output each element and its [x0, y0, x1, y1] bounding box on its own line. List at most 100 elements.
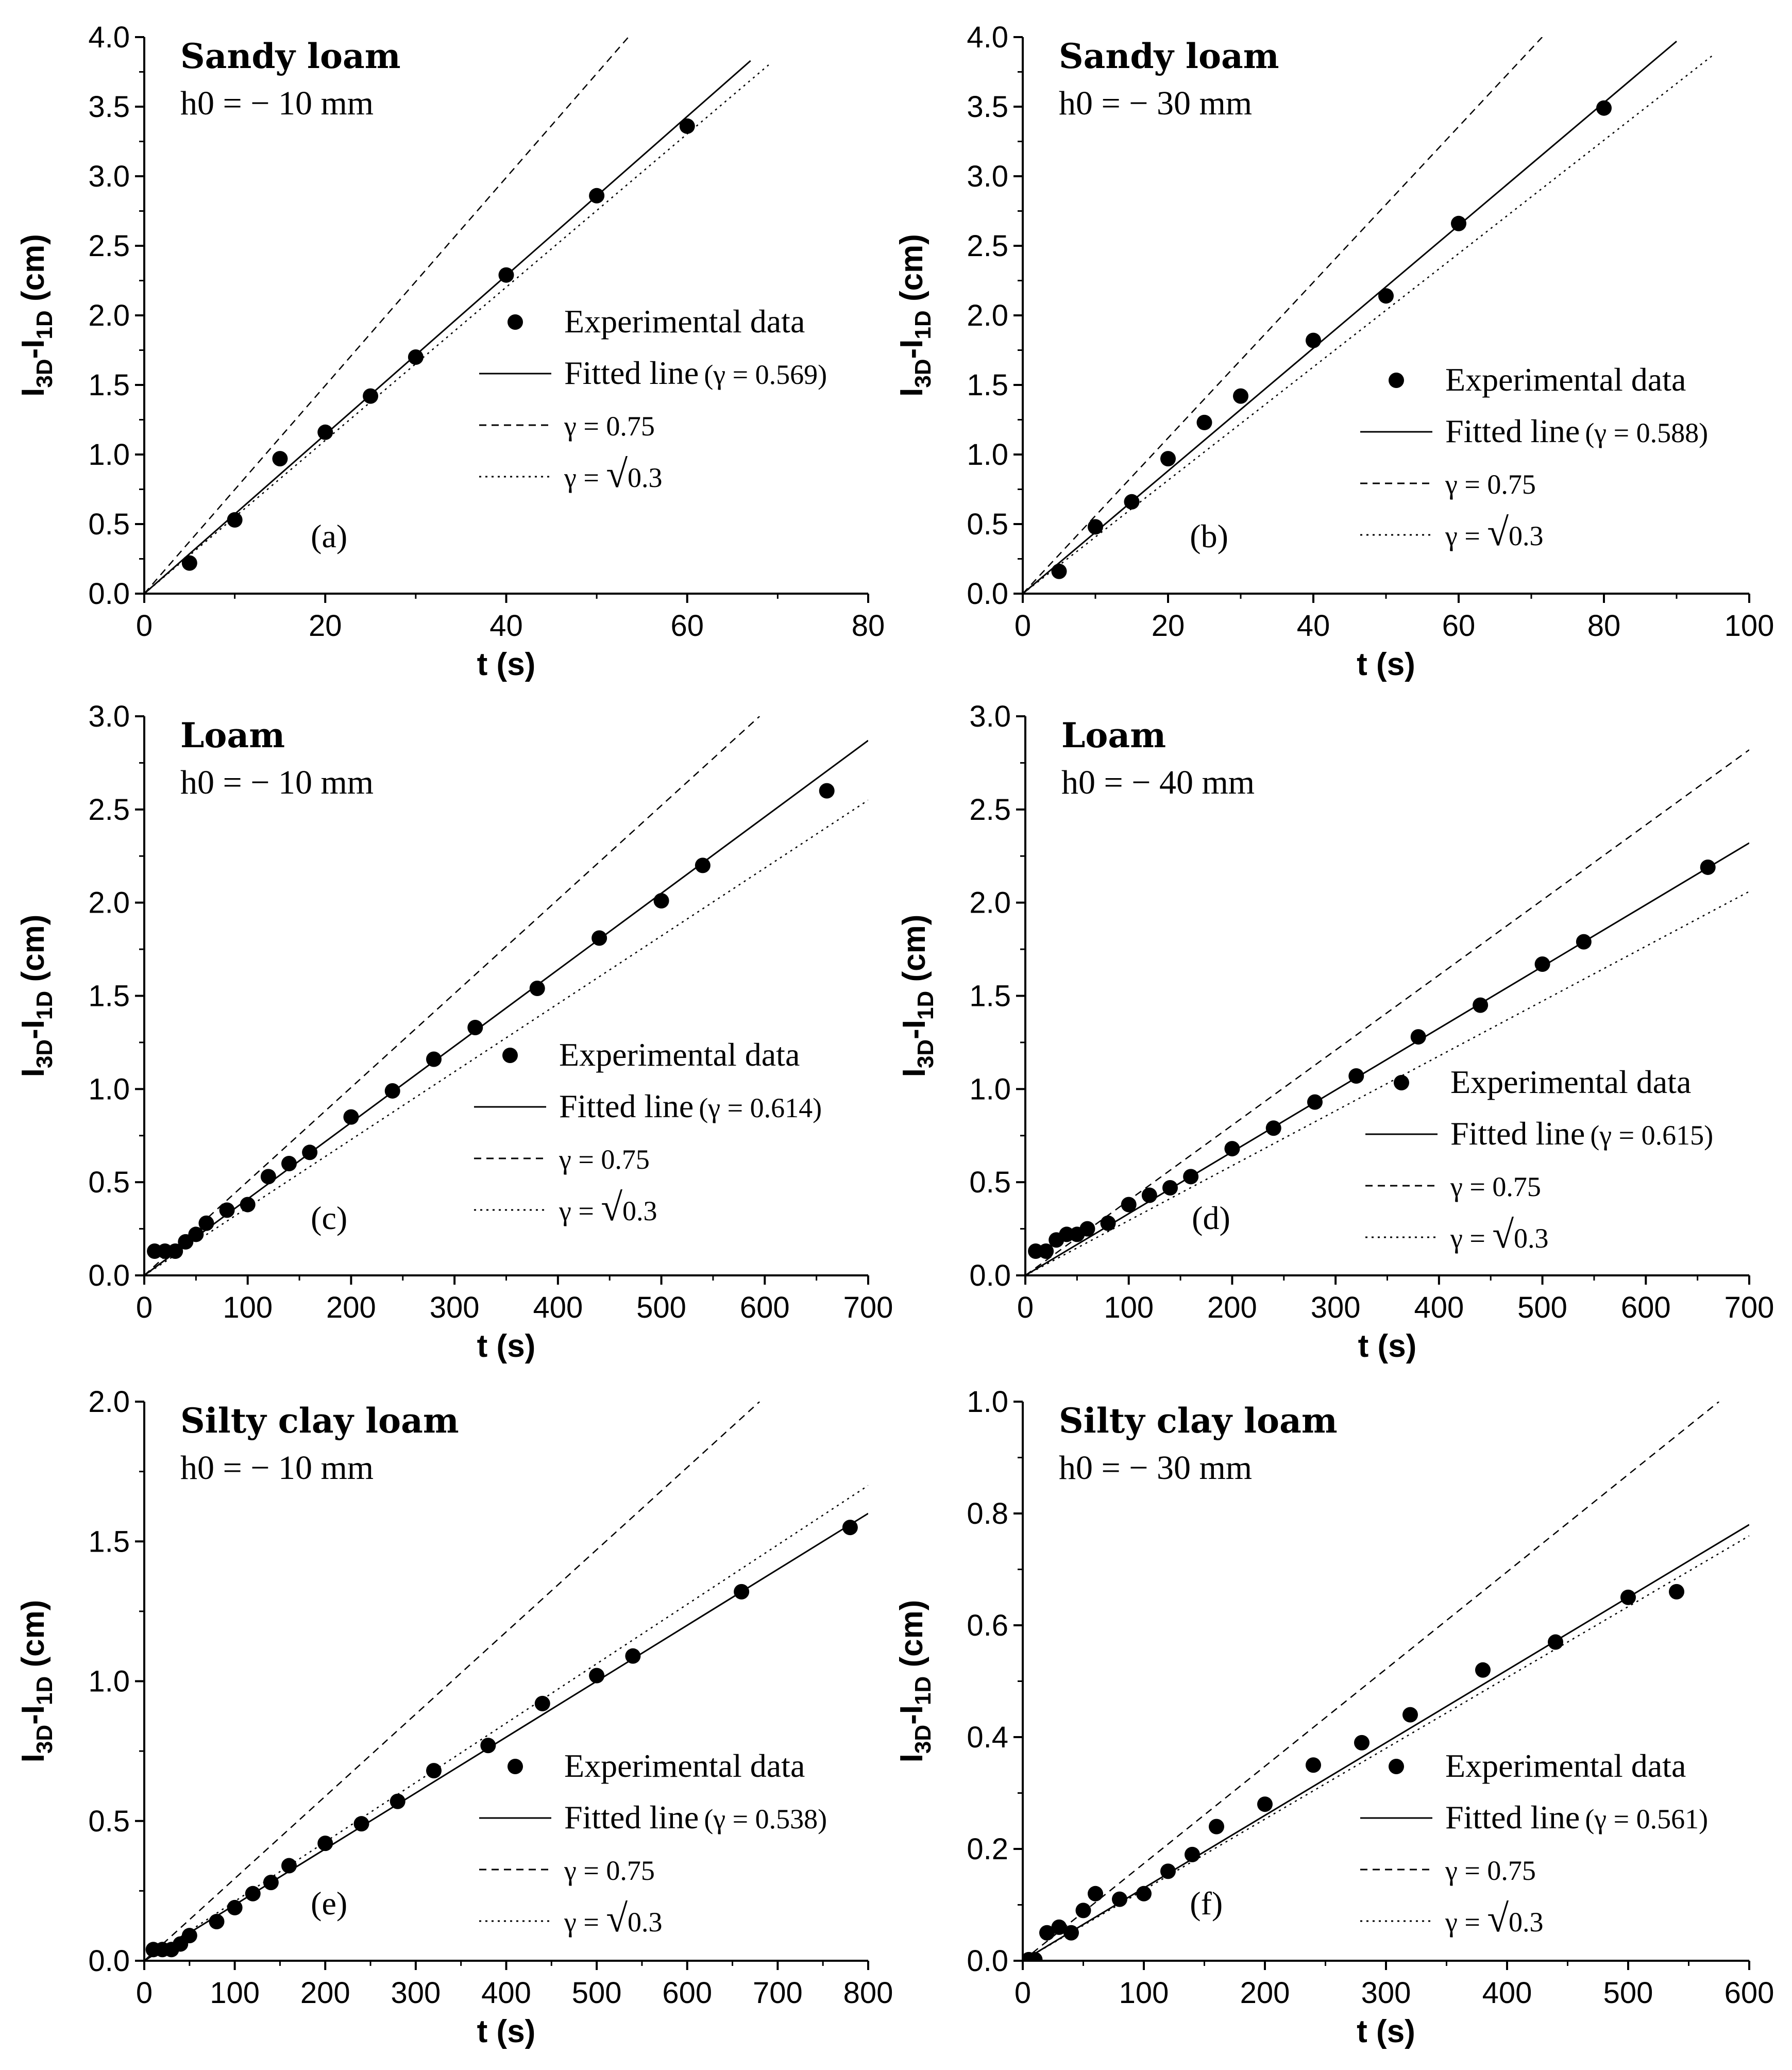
- x-tick-label: 700: [1725, 1291, 1774, 1324]
- x-tick-label: 40: [1297, 609, 1330, 643]
- x-axis-label: t (s): [1357, 2014, 1415, 2049]
- legend-label: γ = 0.75: [564, 1855, 655, 1886]
- y-tick-label: 0.4: [967, 1721, 1008, 1754]
- data-point: [1257, 1796, 1273, 1812]
- legend-label: γ = √0.3γ = √0.3: [1450, 1213, 1549, 1256]
- y-tick-label: 2.0: [969, 886, 1011, 920]
- y-tick-label: 0.5: [88, 508, 130, 541]
- x-tick-label: 400: [1414, 1291, 1464, 1324]
- legend: Experimental data Fitted line (γ = 0.615) γ…: [1365, 1064, 1713, 1256]
- data-point: [240, 1197, 256, 1213]
- series-line-dashed: [1023, 37, 1543, 594]
- y-tick-label: 0.6: [967, 1609, 1008, 1642]
- data-point: [679, 118, 695, 134]
- chart-subtitle: h0 = − 30 mm: [1059, 1449, 1252, 1487]
- legend-label: Experimental data: [1445, 1747, 1686, 1784]
- y-tick-label: 0.8: [967, 1497, 1008, 1530]
- y-tick-label: 0.5: [967, 508, 1008, 541]
- legend: Experimental data Fitted line (γ = 0.538) γ…: [479, 1747, 827, 1940]
- data-point: [188, 1226, 204, 1242]
- x-tick-label: 400: [533, 1291, 583, 1324]
- y-tick-label: 3.0: [969, 700, 1011, 733]
- series-line-solid: [1023, 1524, 1749, 1961]
- x-tick-label: 40: [489, 609, 523, 643]
- series-line-solid: [144, 739, 868, 1275]
- legend-label: Fitted line (γ = 0.538): [564, 1799, 827, 1836]
- chart-subtitle: h0 = − 10 mm: [180, 85, 374, 122]
- data-point: [1402, 1707, 1418, 1723]
- legend-label: Experimental data: [559, 1036, 800, 1073]
- series-line-dashed: [1023, 1402, 1720, 1961]
- legend-label: Experimental data: [564, 303, 805, 340]
- data-point: [260, 1169, 276, 1185]
- series-line-dashed: [144, 1402, 760, 1961]
- data-point: [1038, 1243, 1054, 1259]
- chart-title: Loam: [180, 715, 285, 755]
- data-point: [529, 981, 545, 997]
- y-tick-label: 3.0: [967, 160, 1008, 193]
- series-line-solid: [1025, 842, 1749, 1275]
- data-point: [1233, 388, 1248, 404]
- plot-area: [144, 716, 868, 1275]
- legend-label: γ = 0.75: [564, 411, 655, 442]
- data-point: [1354, 1735, 1370, 1751]
- legend-label: γ = 0.75: [559, 1144, 650, 1175]
- data-point: [1160, 451, 1176, 467]
- data-point: [426, 1051, 442, 1067]
- data-point: [625, 1648, 641, 1664]
- legend-label: Experimental data: [564, 1747, 805, 1784]
- x-tick-label: 500: [1603, 1976, 1653, 2010]
- y-tick-label: 1.5: [88, 980, 130, 1013]
- y-tick-label: 0.0: [88, 1259, 130, 1292]
- x-tick-label: 500: [572, 1976, 622, 2010]
- y-tick-label: 3.0: [88, 700, 130, 733]
- legend-label: γ = 0.75: [1445, 469, 1536, 500]
- data-point: [1088, 519, 1103, 535]
- data-point: [1075, 1903, 1091, 1918]
- y-tick-label: 2.5: [969, 793, 1011, 827]
- y-axis-label: I3D-I1D (cm): [15, 234, 57, 397]
- y-axis-label: I3D-I1D (cm): [894, 234, 936, 397]
- y-tick-label: 0.0: [967, 577, 1008, 611]
- y-tick-label: 1.5: [967, 368, 1008, 402]
- x-tick-label: 0: [136, 1976, 153, 2010]
- x-tick-label: 400: [1482, 1976, 1532, 2010]
- plot-area: [144, 1402, 868, 1961]
- x-tick-label: 200: [326, 1291, 376, 1324]
- x-tick-label: 300: [1311, 1291, 1361, 1324]
- y-axis-label: I3D-I1D (cm): [894, 1600, 936, 1763]
- data-point: [819, 783, 835, 799]
- legend-label: Fitted line (γ = 0.588): [1445, 413, 1708, 449]
- data-point: [467, 1019, 483, 1035]
- x-tick-label: 600: [662, 1976, 712, 2010]
- x-tick-label: 700: [753, 1976, 803, 2010]
- data-point: [353, 1816, 369, 1832]
- panel-label: (f): [1190, 1885, 1223, 1922]
- data-point: [1378, 288, 1394, 304]
- x-tick-label: 600: [1725, 1976, 1774, 2010]
- x-tick-label: 20: [309, 609, 342, 643]
- y-tick-label: 0.5: [88, 1805, 130, 1838]
- plot-area: [1023, 37, 1714, 594]
- x-tick-label: 300: [391, 1976, 441, 2010]
- x-tick-label: 80: [1587, 609, 1621, 643]
- legend-marker-point: [1389, 373, 1404, 388]
- y-tick-label: 4.0: [967, 21, 1008, 54]
- data-point: [1051, 563, 1067, 579]
- series-line-dotted: [1023, 55, 1714, 594]
- legend-label: γ = √0.3γ = √0.3: [559, 1186, 657, 1229]
- data-point: [842, 1520, 858, 1536]
- x-axis-label: t (s): [1357, 647, 1415, 682]
- y-tick-label: 0.0: [969, 1259, 1011, 1292]
- data-point: [1306, 332, 1321, 348]
- data-point: [227, 1899, 243, 1915]
- y-tick-label: 3.0: [88, 160, 130, 193]
- series-line-dotted: [144, 64, 769, 594]
- chart-panel-d: 0.0 0.5 1.0 1.5 2.0 2.5 3.0 0 100 200 300 400 500 600…: [897, 700, 1774, 1364]
- data-point: [653, 893, 669, 909]
- x-tick-label: 0: [136, 1291, 153, 1324]
- x-tick-label: 0: [1017, 1291, 1034, 1324]
- series-line-solid: [144, 1512, 868, 1961]
- series-line-dotted: [1023, 1535, 1749, 1961]
